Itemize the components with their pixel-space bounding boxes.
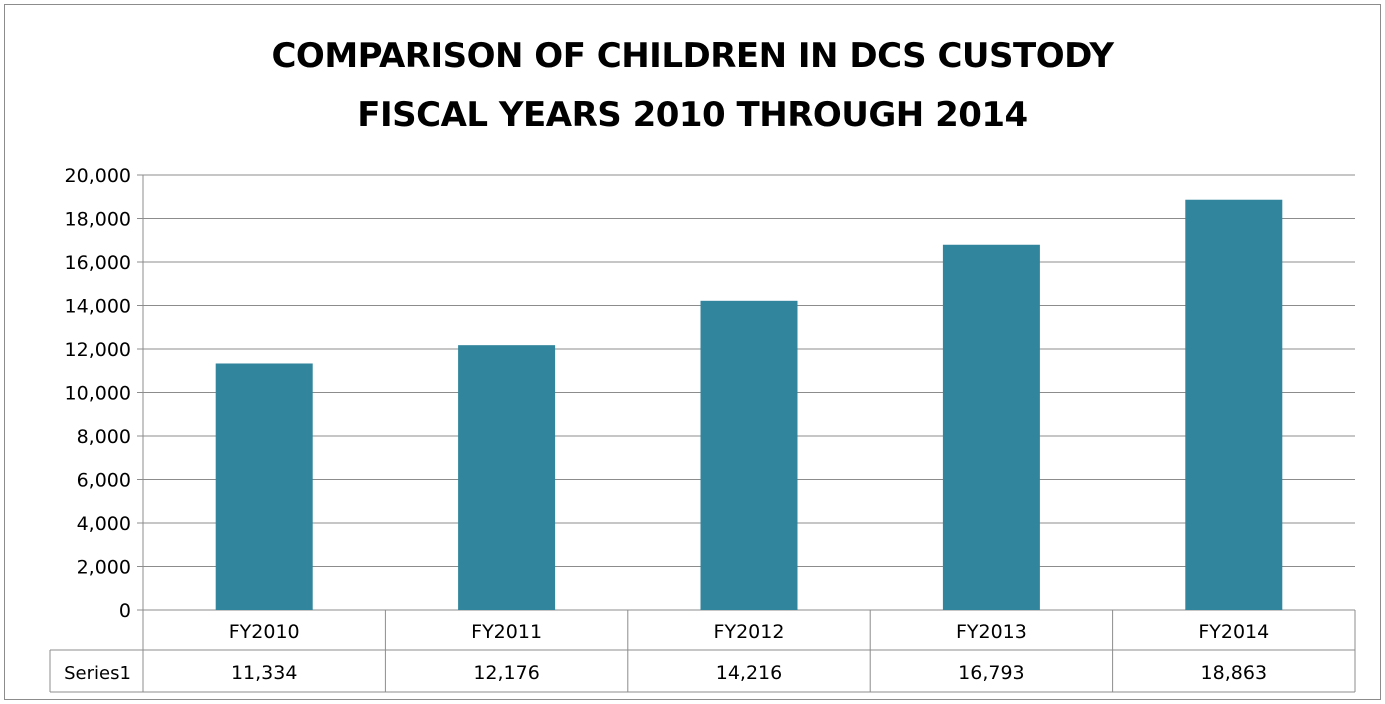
x-category-label: FY2014 (1198, 621, 1269, 643)
y-tick-label: 4,000 (77, 513, 131, 535)
table-value-label: 18,863 (1201, 662, 1267, 684)
y-tick-label: 6,000 (77, 470, 131, 492)
y-tick-label: 14,000 (65, 296, 131, 318)
x-category-label: FY2013 (956, 621, 1027, 643)
y-tick-label: 18,000 (65, 209, 131, 231)
y-tick-label: 12,000 (65, 339, 131, 361)
x-category-label: FY2012 (714, 621, 785, 643)
chart-title-line-1: COMPARISON OF CHILDREN IN DCS CUSTODY (271, 36, 1114, 76)
table-value-label: 12,176 (473, 662, 539, 684)
bar (942, 244, 1040, 610)
bar (700, 300, 798, 610)
table-value-label: 16,793 (958, 662, 1024, 684)
bar (458, 345, 556, 610)
x-category-label: FY2010 (229, 621, 300, 643)
y-tick-label: 10,000 (65, 383, 131, 405)
y-tick-label: 2,000 (77, 557, 131, 579)
table-series-name: Series1 (64, 663, 131, 684)
x-category-label: FY2011 (471, 621, 542, 643)
table-value-label: 14,216 (716, 662, 782, 684)
y-tick-label: 16,000 (65, 252, 131, 274)
bar (215, 363, 313, 610)
table-value-label: 11,334 (231, 662, 297, 684)
y-tick-label: 8,000 (77, 426, 131, 448)
bar (1185, 199, 1283, 611)
chart-title-line-2: FISCAL YEARS 2010 THROUGH 2014 (357, 95, 1028, 135)
y-tick-label: 0 (119, 600, 131, 622)
y-tick-label: 20,000 (65, 165, 131, 187)
